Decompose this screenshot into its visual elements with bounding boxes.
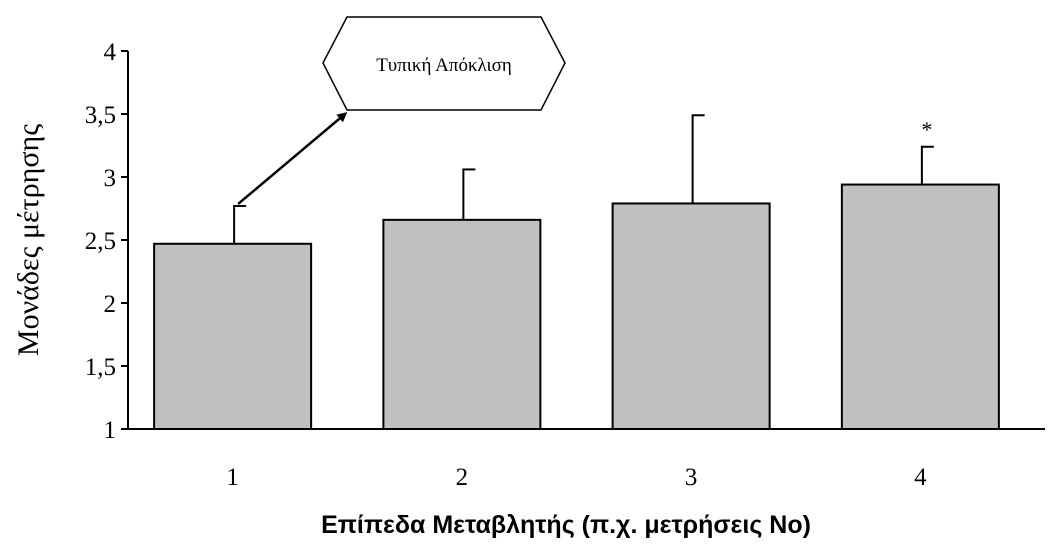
x-tick-label: 1	[226, 464, 239, 491]
significance-marks-layer: *	[921, 117, 932, 142]
x-axis-label: Επίπεδα Μεταβλητής (π.χ. μετρήσεις Νο)	[321, 511, 811, 539]
y-tick-label: 3	[104, 165, 117, 192]
y-ticks-layer: 1 1,5 2 2,5 3 3,5 4	[85, 39, 128, 444]
y-tick-label: 4	[104, 39, 117, 66]
y-axis-label: Μονάδες μέτρησης	[12, 124, 45, 356]
annotation-text: Τυπική Απόκλιση	[376, 55, 512, 76]
bars-layer	[153, 183, 1000, 430]
bar-3	[611, 202, 771, 430]
annotation-arrow	[237, 112, 348, 205]
annotation-callout: Τυπική Απόκλιση	[237, 16, 566, 205]
x-ticks-layer: 1 2 3 4	[226, 464, 927, 491]
bar-2	[382, 218, 542, 430]
x-tick-label: 2	[456, 464, 469, 491]
annotation-hexagon	[322, 16, 566, 111]
y-tick-label: 1,5	[85, 354, 116, 381]
x-tick-label: 4	[914, 464, 927, 491]
significance-mark-4: *	[921, 117, 932, 142]
bar-1	[153, 242, 313, 430]
y-tick-label: 1	[104, 417, 117, 444]
y-tick-label: 2	[104, 291, 117, 318]
y-tick-label: 3,5	[85, 102, 116, 129]
x-tick-label: 3	[685, 464, 698, 491]
y-tick-label: 2,5	[85, 228, 116, 255]
error-bars-layer	[233, 114, 934, 244]
bar-4	[840, 183, 1000, 430]
